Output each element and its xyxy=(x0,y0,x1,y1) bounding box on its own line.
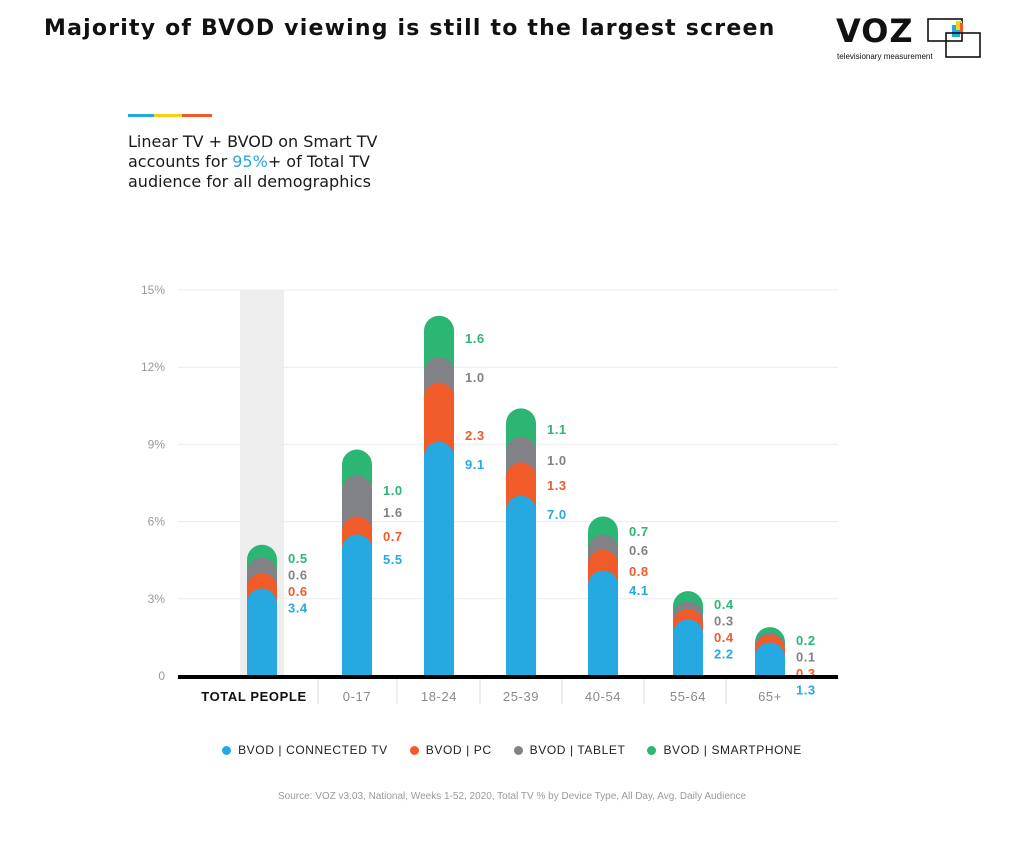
x-tick-label: 55-64 xyxy=(670,689,706,704)
legend-dot-tablet xyxy=(513,745,523,755)
value-label-pc: 0.8 xyxy=(629,564,649,579)
value-label-pc: 2.3 xyxy=(465,428,485,443)
legend-item-tablet: BVOD | TABLET xyxy=(513,743,626,757)
x-tick-label: 25-39 xyxy=(503,689,539,704)
value-label-pc: 0.7 xyxy=(383,529,403,544)
value-label-pc: 1.3 xyxy=(547,478,567,493)
bar-base-connected-tv xyxy=(342,660,372,676)
y-tick-label: 3% xyxy=(148,592,166,606)
value-label-connected-tv: 1.3 xyxy=(796,683,816,698)
bar-connected-tv xyxy=(247,588,277,676)
legend-item-smartphone: BVOD | SMARTPHONE xyxy=(647,743,801,757)
callout-line-3: audience for all demographics xyxy=(128,172,371,191)
bar-base-connected-tv xyxy=(247,660,277,676)
value-label-tablet: 0.6 xyxy=(629,543,649,558)
value-label-connected-tv: 7.0 xyxy=(547,507,567,522)
value-label-smartphone: 1.6 xyxy=(465,331,485,346)
bar-base-connected-tv xyxy=(673,660,703,676)
value-label-tablet: 1.0 xyxy=(547,453,567,468)
legend-dot-pc xyxy=(409,745,419,755)
value-label-connected-tv: 5.5 xyxy=(383,552,403,567)
callout-highlight: 95% xyxy=(232,152,268,171)
page-title: Majority of BVOD viewing is still to the… xyxy=(44,16,776,41)
legend-item-connected-tv: BVOD | CONNECTED TV xyxy=(222,743,388,757)
legend-label-smartphone: BVOD | SMARTPHONE xyxy=(663,743,802,757)
x-tick-label: TOTAL PEOPLE xyxy=(201,689,306,704)
logo-tagline: televisionary measurement xyxy=(837,52,933,61)
y-tick-label: 15% xyxy=(141,283,165,297)
accent-divider xyxy=(128,114,212,117)
value-label-tablet: 1.0 xyxy=(465,370,485,385)
bar-base-connected-tv xyxy=(506,660,536,676)
bar-base-connected-tv xyxy=(588,660,618,676)
logo-word: VOZ xyxy=(836,12,914,50)
value-label-smartphone: 0.2 xyxy=(796,633,816,648)
source-note: Source: VOZ v3.03, National, Weeks 1-52,… xyxy=(277,791,747,802)
value-label-pc: 0.4 xyxy=(714,630,734,645)
stacked-bar-chart: 03%6%9%12%15%0.50.60.63.41.01.60.75.51.6… xyxy=(141,283,838,704)
value-label-smartphone: 0.7 xyxy=(629,524,649,539)
legend-label-pc: BVOD | PC xyxy=(425,743,492,757)
x-tick-label: 40-54 xyxy=(585,689,621,704)
screens-logo-icon xyxy=(927,18,981,58)
bar-base-connected-tv xyxy=(755,660,785,676)
voz-logo: VOZ televisionary measurement xyxy=(836,12,986,64)
y-tick-label: 0 xyxy=(158,669,165,683)
callout-line-1: Linear TV + BVOD on Smart TV xyxy=(128,132,378,151)
bar-connected-tv xyxy=(588,570,618,676)
value-label-tablet: 1.6 xyxy=(383,505,403,520)
legend-label-tablet: BVOD | TABLET xyxy=(529,743,626,757)
legend-dot-smartphone xyxy=(647,745,657,755)
callout-line-2: accounts for 95%+ of Total TV xyxy=(128,152,488,172)
value-label-connected-tv: 3.4 xyxy=(288,600,308,615)
value-label-connected-tv: 2.2 xyxy=(714,647,734,662)
x-tick-label: 18-24 xyxy=(421,689,457,704)
value-label-smartphone: 1.1 xyxy=(547,422,567,437)
value-label-tablet: 0.6 xyxy=(288,567,308,582)
value-label-smartphone: 1.0 xyxy=(383,483,403,498)
callout-line-2-pre: accounts for xyxy=(128,152,233,171)
bar-connected-tv xyxy=(506,495,536,676)
value-label-smartphone: 0.4 xyxy=(714,597,734,612)
value-label-pc: 0.6 xyxy=(288,584,308,599)
value-label-connected-tv: 9.1 xyxy=(465,457,485,472)
x-tick-label: 0-17 xyxy=(343,689,371,704)
value-label-tablet: 0.3 xyxy=(714,614,734,629)
value-label-connected-tv: 4.1 xyxy=(629,583,649,598)
chart-legend: BVOD | CONNECTED TV BVOD | PC BVOD | TAB… xyxy=(0,743,1024,757)
x-tick-label: 65+ xyxy=(758,689,782,704)
legend-dot-connected-tv xyxy=(222,745,232,755)
y-tick-label: 6% xyxy=(148,515,166,529)
y-tick-label: 12% xyxy=(141,360,165,374)
bar-connected-tv xyxy=(342,534,372,676)
value-label-tablet: 0.1 xyxy=(796,650,816,665)
bar-base-connected-tv xyxy=(424,660,454,676)
callout-text: Linear TV + BVOD on Smart TV accounts fo… xyxy=(128,132,488,192)
bar-connected-tv xyxy=(424,441,454,676)
callout-line-2-post: + of Total TV xyxy=(267,152,370,171)
legend-item-pc: BVOD | PC xyxy=(409,743,492,757)
y-tick-label: 9% xyxy=(148,437,166,451)
value-label-smartphone: 0.5 xyxy=(288,551,308,566)
legend-label-connected-tv: BVOD | CONNECTED TV xyxy=(238,743,388,757)
